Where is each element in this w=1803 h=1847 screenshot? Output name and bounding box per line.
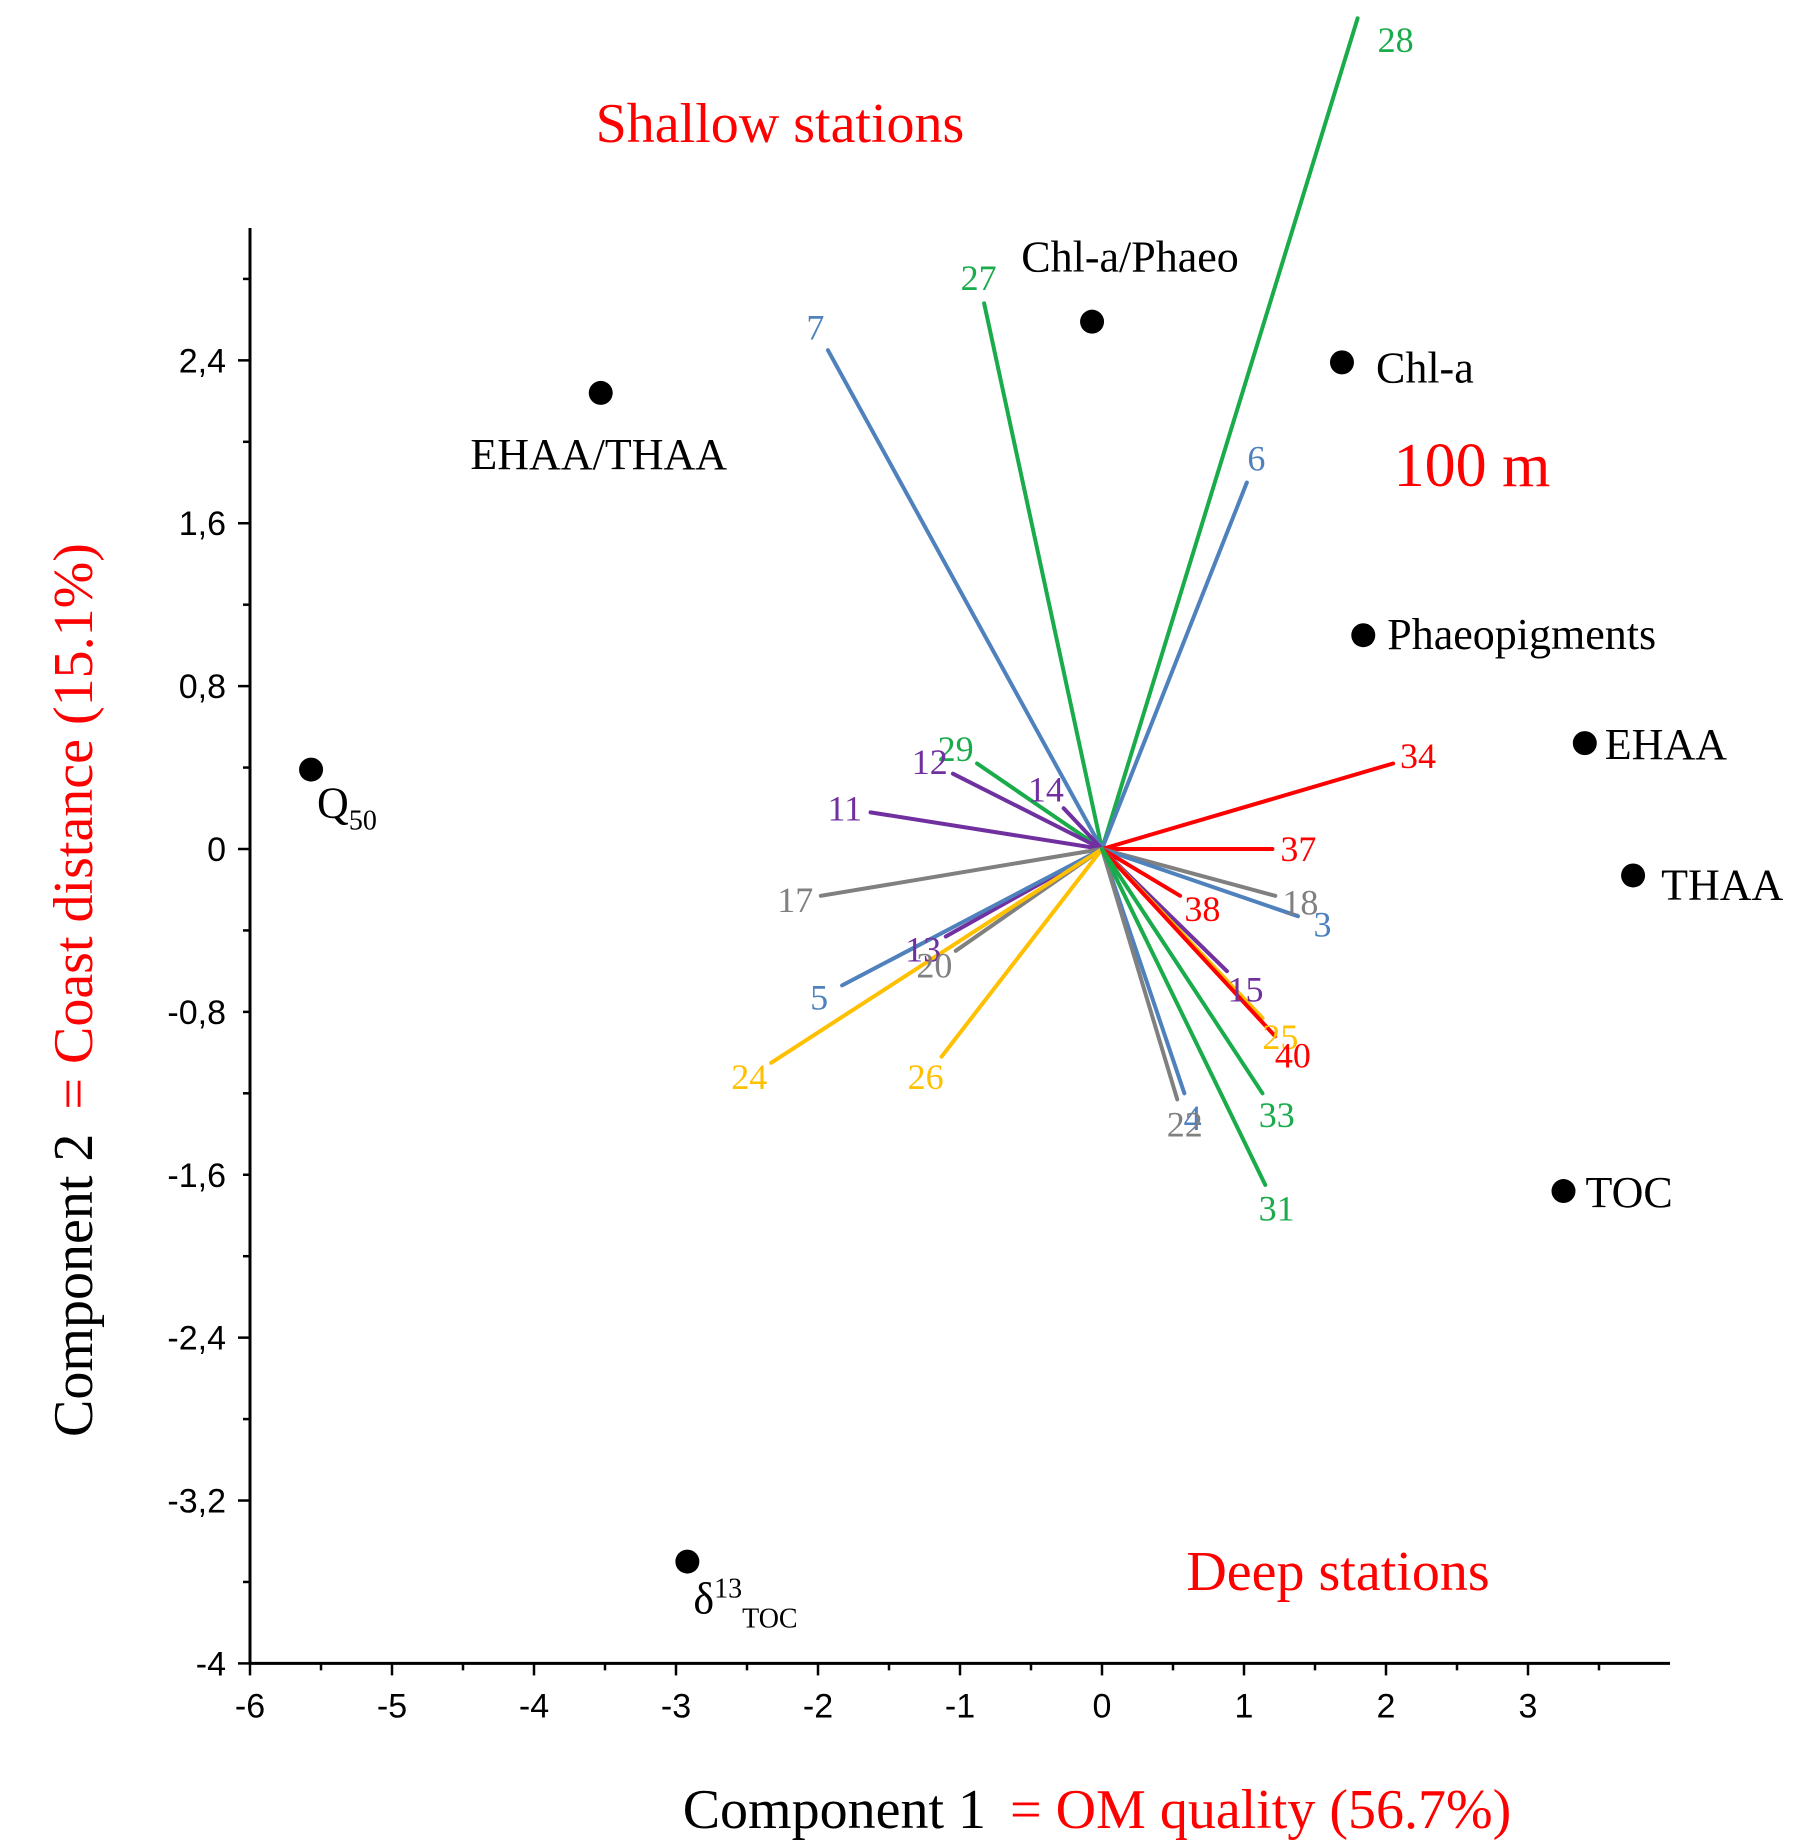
x-tick-label: 1 [1235, 1687, 1254, 1725]
station-label-22: 22 [1167, 1104, 1203, 1144]
station-vector-31 [1100, 847, 1268, 1187]
station-vector-11 [868, 810, 1104, 851]
y-axis-title: Component 2 = Coast distance (15.1%) [43, 543, 105, 1437]
station-label-4: 4 [1184, 1098, 1202, 1138]
variable-point [1621, 863, 1646, 888]
station-vector-17 [818, 847, 1104, 898]
x-axis-title-suffix: = OM quality (56.7%) [1010, 1779, 1511, 1841]
x-tick-label: 3 [1519, 1687, 1538, 1725]
station-vector-29 [975, 761, 1104, 851]
variable-label: THAA [1661, 860, 1783, 909]
variable-point [588, 380, 613, 405]
x-tick-label: 2 [1377, 1687, 1396, 1725]
variable-label: Q50 [317, 779, 377, 837]
station-vector-7 [825, 348, 1104, 851]
station-label-34: 34 [1400, 736, 1436, 776]
station-label-15: 15 [1228, 969, 1264, 1009]
y-tick-label: 0,8 [179, 668, 226, 706]
station-label-38: 38 [1184, 889, 1220, 929]
variable-point [299, 757, 324, 782]
station-vector-40 [1100, 847, 1278, 1039]
station-vector-6 [1100, 480, 1249, 851]
station-label-28: 28 [1378, 20, 1414, 60]
station-vector-14 [1061, 806, 1104, 851]
station-vector-38 [1100, 847, 1183, 898]
x-tick-label: 0 [1093, 1687, 1112, 1725]
station-label-25: 25 [1262, 1017, 1298, 1057]
station-label-29: 29 [938, 729, 974, 769]
station-label-5: 5 [810, 977, 828, 1017]
station-vector-27 [982, 301, 1104, 851]
y-axis-title-suffix: = Coast distance (15.1%) [43, 543, 105, 1110]
x-tick-label: -4 [519, 1687, 549, 1725]
station-label-40: 40 [1275, 1035, 1311, 1075]
station-label-7: 7 [806, 307, 824, 347]
x-tick-label: -6 [235, 1687, 265, 1725]
axes [238, 228, 1670, 1676]
station-label-33: 33 [1259, 1095, 1295, 1135]
variable-label: TOC [1586, 1168, 1673, 1217]
station-label-18: 18 [1282, 883, 1318, 923]
variable-point [675, 1549, 700, 1574]
variable-point [1551, 1179, 1576, 1204]
station-vector-24 [769, 847, 1104, 1065]
station-label-24: 24 [731, 1057, 767, 1097]
x-axis-title: Component 1 = OM quality (56.7%) [683, 1779, 1512, 1841]
station-label-37: 37 [1280, 829, 1316, 869]
variable-label: EHAA [1605, 720, 1727, 769]
tick-labels: -6 -5 -4 -3 -2 -1 0 1 2 32,41,60,80-0,8-1,6-2,4-3… [167, 342, 1537, 1725]
y-axis-title-prefix: Component 2 [43, 1134, 105, 1437]
variable-label: EHAA/THAA [470, 430, 727, 479]
station-label-12: 12 [912, 742, 948, 782]
x-tick-label: -1 [945, 1687, 975, 1725]
variable-point [1351, 623, 1376, 648]
y-tick-label: -4 [196, 1645, 226, 1683]
station-label-26: 26 [908, 1057, 944, 1097]
station-vector-33 [1100, 847, 1265, 1096]
variable-label: Chl-a [1376, 343, 1474, 392]
y-tick-label: -3,2 [167, 1483, 226, 1521]
variable-label: Phaeopigments [1387, 610, 1656, 659]
x-tick-label: -3 [661, 1687, 691, 1725]
station-vectors [769, 16, 1396, 1187]
station-vector-3 [1100, 847, 1300, 919]
x-tick-label: -2 [803, 1687, 833, 1725]
variable-point [1080, 309, 1105, 334]
station-label-20: 20 [916, 946, 952, 986]
station-label-14: 14 [1028, 769, 1064, 809]
station-vector-26 [939, 847, 1104, 1059]
station-vector-5 [840, 847, 1104, 988]
y-tick-label: 0 [207, 831, 226, 869]
variable-label: δ13TOC [693, 1574, 797, 1635]
y-tick-label: -2,4 [167, 1320, 226, 1358]
y-tick-label: 2,4 [179, 342, 226, 380]
station-label-27: 27 [961, 258, 997, 298]
station-label-3: 3 [1314, 905, 1332, 945]
variable-label: Chl-a/Phaeo [1021, 233, 1239, 282]
deep-stations-label: Deep stations [1186, 1541, 1489, 1603]
station-label-11: 11 [828, 788, 863, 828]
station-label-6: 6 [1247, 438, 1265, 478]
station-label-13: 13 [905, 929, 941, 969]
station-vector-34 [1100, 761, 1396, 851]
station-label-31: 31 [1259, 1188, 1295, 1228]
variable-point [1329, 350, 1354, 375]
station-vector-28 [1100, 16, 1360, 851]
y-tick-label: -0,8 [167, 994, 226, 1032]
station-label-17: 17 [777, 880, 813, 920]
station-vector-22 [1100, 847, 1180, 1102]
variable-points: Chl-a/Phaeo Chl-a EHAA/THAA Phaeopigments EH… [299, 233, 1784, 1635]
variable-point [1572, 731, 1597, 756]
y-tick-label: -1,6 [167, 1157, 226, 1195]
x-axis-title-prefix: Component 1 [683, 1779, 986, 1841]
shallow-stations-label: Shallow stations [596, 93, 965, 155]
station-vector-12 [950, 771, 1104, 851]
depth-label: 100 m [1394, 432, 1551, 500]
y-tick-label: 1,6 [179, 505, 226, 543]
x-tick-label: -5 [377, 1687, 407, 1725]
